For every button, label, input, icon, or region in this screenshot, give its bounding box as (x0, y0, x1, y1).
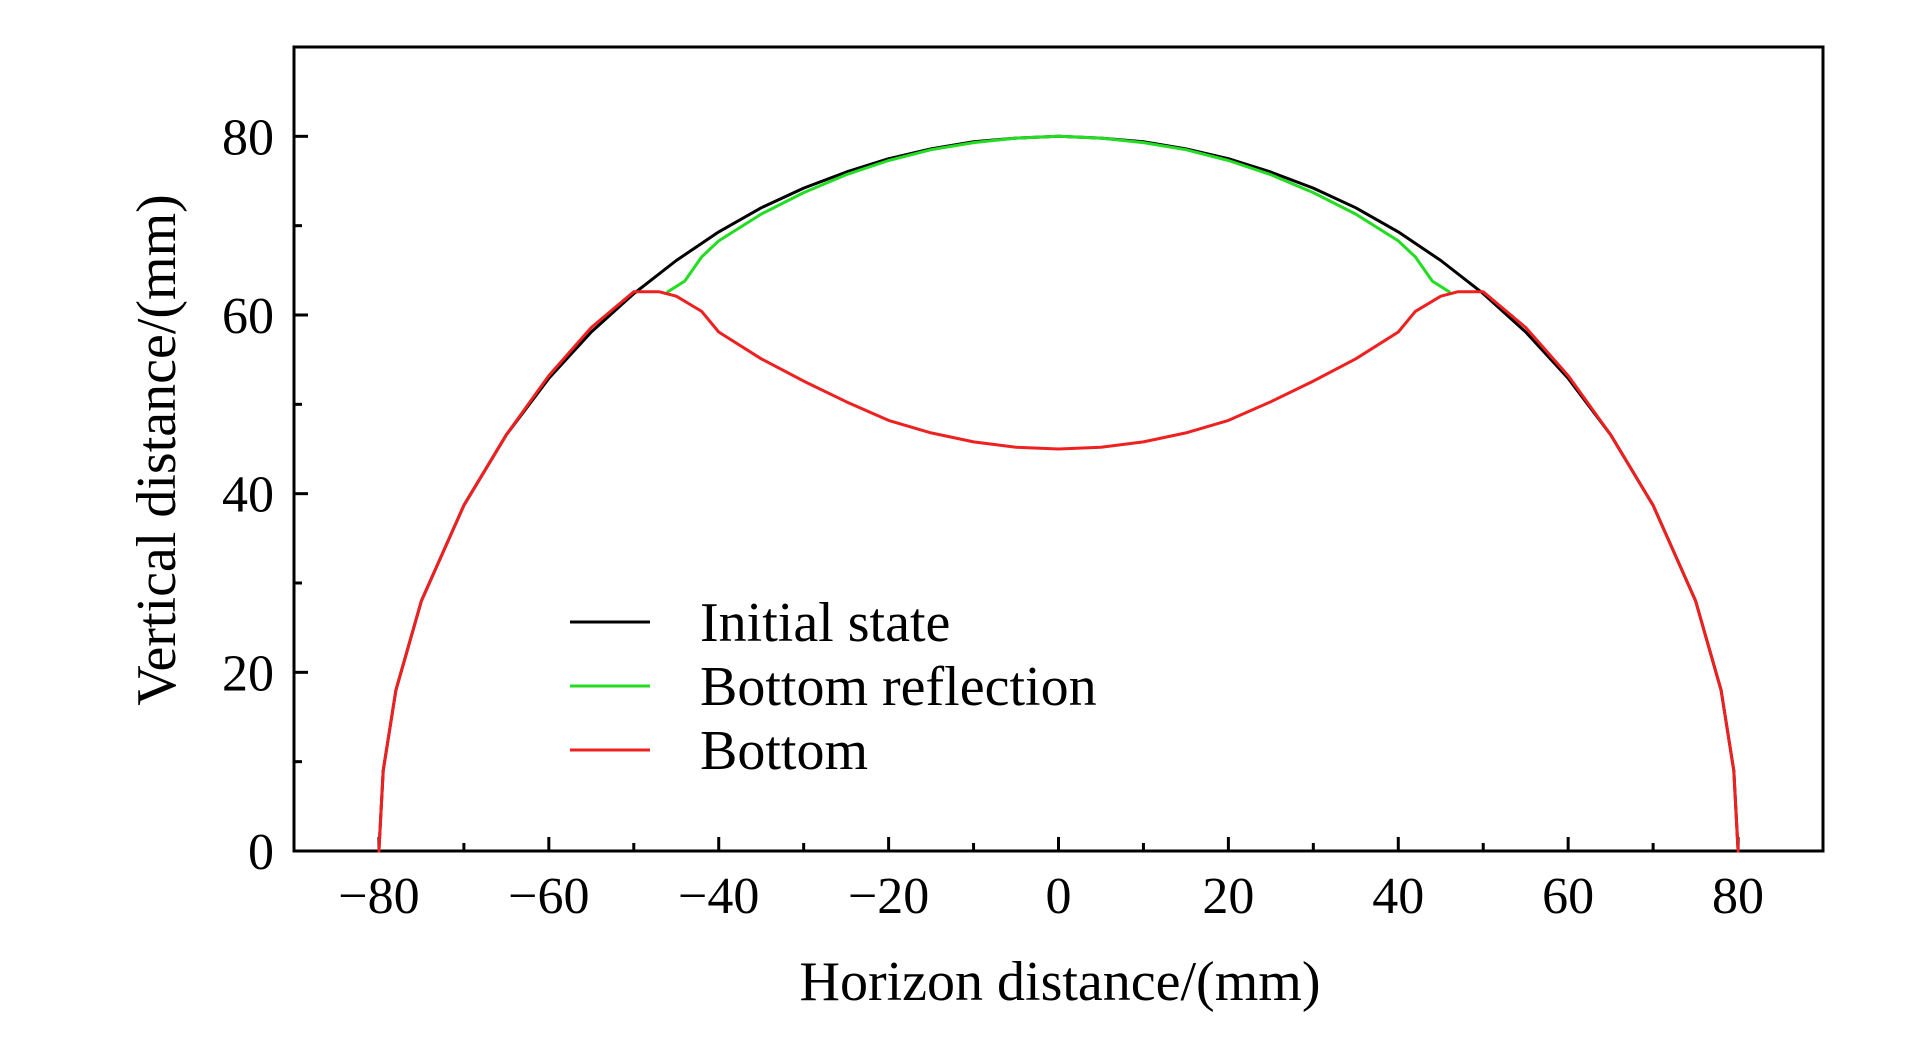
x-tick-label: 80 (1712, 868, 1764, 925)
x-tick-label: −80 (338, 868, 419, 925)
series-line-initial-state (379, 136, 1738, 851)
x-tick-label: 0 (1046, 868, 1072, 925)
x-tick-label: 20 (1202, 868, 1254, 925)
legend-label-initial-state: Initial state (700, 592, 950, 654)
x-axis-title: Horizon distance/(mm) (800, 951, 1321, 1013)
y-tick-label: 0 (248, 824, 274, 881)
y-tick-label: 80 (222, 109, 274, 166)
x-tick-label: −20 (848, 868, 929, 925)
series-line-bottom (379, 292, 1738, 851)
x-tick-label: 60 (1542, 868, 1594, 925)
x-axis-ticks (379, 837, 1738, 851)
series-line-bottom-reflection (668, 136, 1449, 291)
legend-label-bottom: Bottom (700, 720, 868, 782)
legend-label-bottom-reflection: Bottom reflection (700, 656, 1097, 718)
y-tick-label: 60 (222, 288, 274, 345)
y-axis-tick-labels: 0 20 40 60 80 (222, 109, 274, 881)
y-axis-ticks (294, 136, 308, 851)
y-axis-title: Vertical distance/(mm) (126, 194, 188, 706)
series-lines (379, 136, 1738, 851)
x-tick-label: −40 (678, 868, 759, 925)
y-tick-label: 40 (222, 467, 274, 524)
x-axis-tick-labels: −80 −60 −40 −20 0 20 40 60 80 (338, 868, 1764, 925)
x-tick-label: −60 (508, 868, 589, 925)
y-tick-label: 20 (222, 645, 274, 702)
x-tick-label: 40 (1372, 868, 1424, 925)
